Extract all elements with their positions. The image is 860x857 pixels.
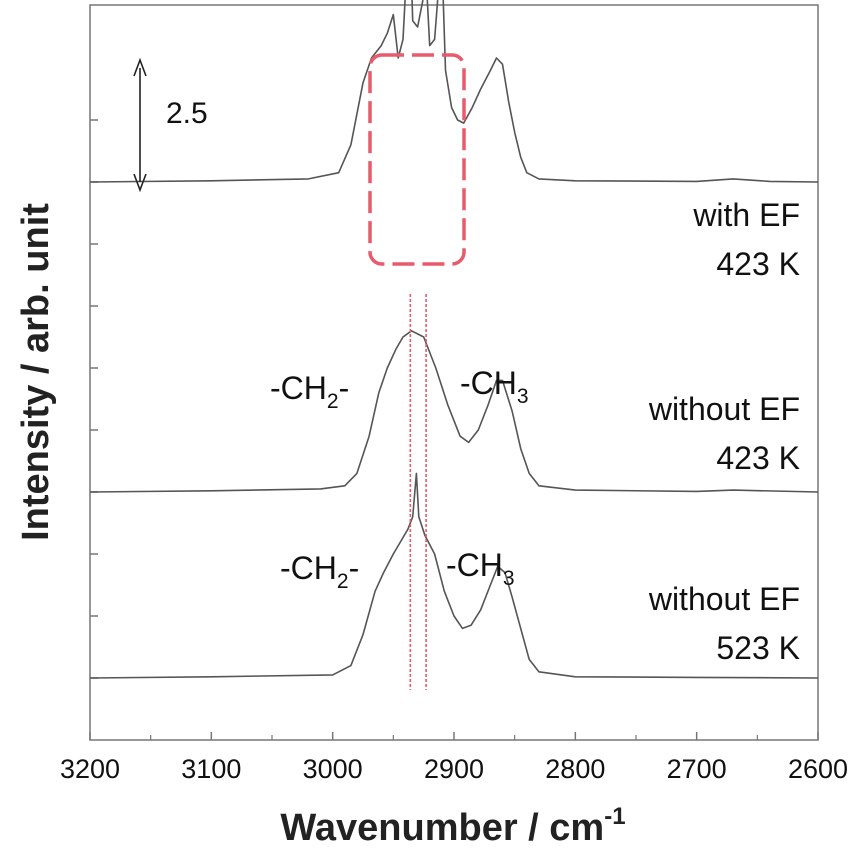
x-tick-label: 3200 — [60, 754, 120, 784]
y-axis-title: Intensity / arb. unit — [15, 203, 57, 541]
spectrum-line-3 — [89, 472, 819, 679]
ch3-annotation-middle: -CH3 — [460, 365, 529, 408]
x-tick-label: 2900 — [424, 754, 484, 784]
ch2-annotation-middle: -CH2- — [270, 370, 349, 413]
y-minor-ticks — [90, 119, 98, 679]
x-tick-label: 2600 — [788, 754, 848, 784]
highlight-box — [368, 53, 466, 266]
series-label-3-line1: without EF — [648, 581, 800, 617]
ch2-annotation-bottom: -CH2- — [280, 550, 359, 593]
reference-lines — [409, 294, 427, 690]
x-tick-label: 3000 — [303, 754, 363, 784]
x-tick-label: 2800 — [545, 754, 605, 784]
x-axis-ticks: 3200 3100 3000 2900 2800 2700 2600 — [60, 732, 848, 784]
ch3-annotation-bottom: -CH3 — [446, 547, 515, 590]
series-label-3-line2: 523 K — [716, 630, 800, 666]
x-tick-label: 3100 — [181, 754, 241, 784]
scale-bar-label: 2.5 — [166, 97, 208, 130]
series-label-1-line1: with EF — [692, 197, 800, 233]
series-label-2-line1: without EF — [648, 391, 800, 427]
x-tick-label: 2700 — [667, 754, 727, 784]
x-axis-title: Wavenumber / cm-1 — [280, 803, 625, 849]
series-label-2-line2: 423 K — [716, 440, 800, 476]
spectrum-line-1 — [89, 0, 819, 183]
series-label-1-line2: 423 K — [716, 246, 800, 282]
scale-bar: 2.5 — [133, 57, 208, 193]
series-group — [89, 0, 819, 679]
spectrum-line-2 — [89, 330, 819, 493]
